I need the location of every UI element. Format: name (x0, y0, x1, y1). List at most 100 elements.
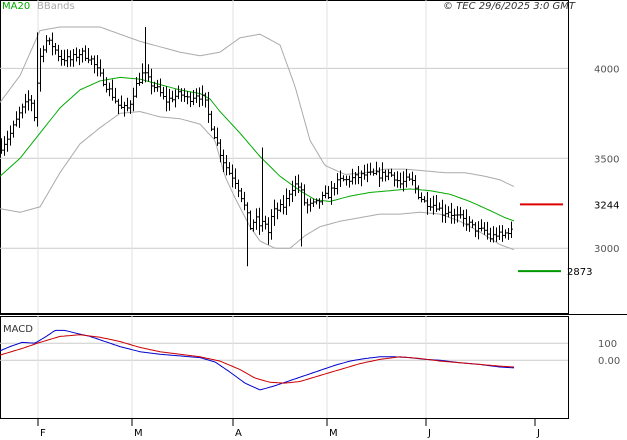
ohlc-bar (63, 49, 66, 66)
ohlc-bar (144, 26, 147, 83)
ma20-line (0, 76, 515, 222)
ohlc-bar (234, 168, 237, 189)
ohlc-bar (336, 173, 339, 195)
ohlc-bar (237, 179, 240, 198)
ohlc-bar (159, 78, 162, 97)
ohlc-bar (120, 95, 123, 109)
ohlc-bar (126, 97, 129, 112)
price-y-tick-label: 4000 (594, 64, 619, 75)
ohlc-bar (291, 180, 294, 202)
ohlc-bar (501, 225, 504, 242)
ohlc-bar (246, 202, 249, 267)
ohlc-bar (183, 88, 186, 102)
ohlc-bar (486, 221, 489, 240)
ohlc-bar (201, 85, 204, 106)
price-y-tick-label: 3500 (594, 154, 619, 165)
ohlc-bar (381, 162, 384, 182)
bb-upper-line (0, 26, 515, 188)
ohlc-bar (360, 170, 363, 187)
ohlc-bar (252, 219, 255, 232)
ohlc-bar (288, 189, 291, 207)
ohlc-bar (57, 44, 60, 62)
ohlc-bar (6, 130, 9, 152)
legend-ma20: MA20 (2, 1, 30, 12)
ohlc-bar (276, 202, 279, 220)
ohlc-bar (222, 149, 225, 173)
ohlc-bar (33, 99, 36, 122)
ohlc-bar (309, 198, 312, 212)
ohlc-bar (261, 147, 264, 232)
ohlc-bar (18, 106, 21, 128)
ohlc-bar (372, 168, 375, 176)
ohlc-bar (258, 207, 261, 235)
ohlc-bar (36, 32, 39, 127)
ohlc-bar (75, 47, 78, 62)
ohlc-bar (135, 77, 138, 98)
ohlc-bar (66, 49, 69, 68)
ohlc-bar (114, 87, 117, 104)
ohlc-bar (507, 227, 510, 240)
ohlc-bar (111, 79, 114, 101)
ohlc-bar (408, 173, 411, 181)
ohlc-bar (99, 59, 102, 77)
ohlc-bar (60, 49, 63, 66)
ohlc-bar (384, 169, 387, 182)
ohlc-bar (456, 206, 459, 223)
ohlc-bar (447, 206, 450, 218)
ohlc-bar (273, 199, 276, 226)
ohlc-bar (285, 188, 288, 215)
ohlc-bar (213, 126, 216, 140)
ohlc-bar (39, 48, 42, 92)
ohlc-bar (345, 175, 348, 186)
macd-y-tick-label: 0.00 (598, 356, 620, 367)
x-tick-label: J (427, 428, 431, 439)
ohlc-bar (117, 98, 120, 114)
ohlc-bar (420, 192, 423, 203)
macd-y-tick-label: 100 (598, 339, 617, 350)
ohlc-bar (138, 72, 141, 86)
ohlc-bar (123, 101, 126, 117)
x-tick-label: M (134, 428, 143, 439)
ohlc-bar (411, 171, 414, 186)
ohlc-bar (69, 50, 72, 67)
ohlc-bar (354, 172, 357, 185)
ohlc-bar (42, 45, 45, 63)
ohlc-bar (78, 49, 81, 66)
ohlc-bar (156, 79, 159, 92)
ohlc-bar (375, 161, 378, 176)
ohlc-bar (264, 215, 267, 230)
ohlc-bar (216, 127, 219, 146)
ohlc-bar (132, 87, 135, 112)
price-y-tick-label: 3000 (594, 244, 619, 255)
ohlc-bar (423, 196, 426, 203)
macd-lines (0, 329, 515, 391)
ohlc-bar (363, 164, 366, 180)
ohlc-bar (474, 222, 477, 238)
ohlc-bar (471, 219, 474, 228)
ohlc-bar (396, 171, 399, 188)
ohlc-bar (207, 91, 210, 123)
ohlc-bar (441, 199, 444, 223)
ohlc-bar (9, 125, 12, 146)
ohlc-bar (339, 170, 342, 188)
ohlc-bar (45, 35, 48, 53)
copyright-text: © TEC 29/6/2025 3:0 GMT (443, 1, 576, 12)
ohlc-bar (21, 103, 24, 119)
macd-series-signal (0, 334, 515, 384)
ohlc-bar (300, 182, 303, 247)
ohlc-bar (192, 90, 195, 106)
ohlc-bar (180, 88, 183, 102)
ohlc-bar (84, 45, 87, 61)
chart-frame (0, 0, 627, 419)
ohlc-bar (303, 184, 306, 206)
ohlc-bar (30, 94, 33, 112)
ohlc-bar (255, 208, 258, 230)
ohlc-bar (429, 197, 432, 211)
ohlc-bar (312, 198, 315, 208)
ohlc-bar (414, 175, 417, 194)
ohlc-bar (480, 219, 483, 232)
ohlc-bar (0, 138, 3, 154)
bollinger-bands (0, 26, 515, 251)
